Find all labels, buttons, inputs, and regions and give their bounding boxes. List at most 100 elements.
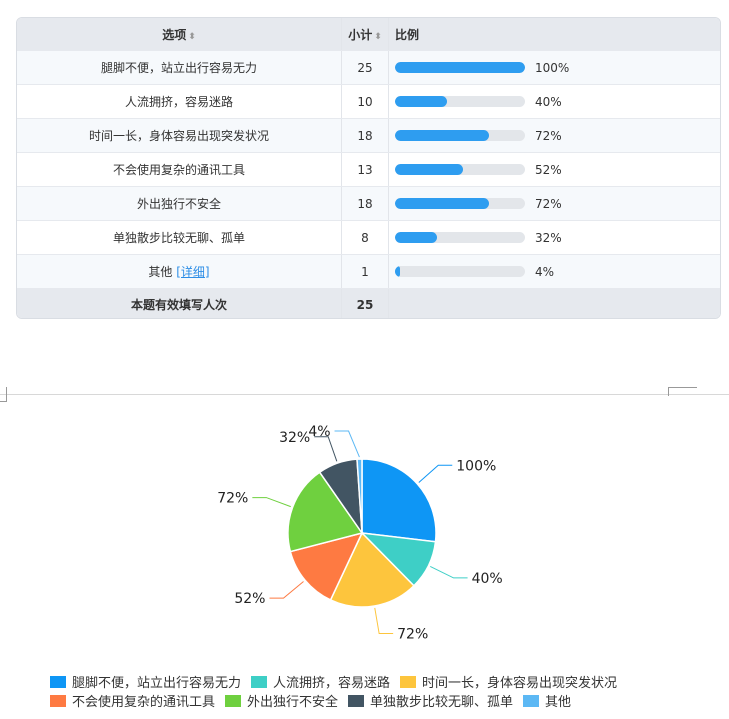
sort-arrows-icon[interactable]: ⬍ [374,31,382,42]
pie-slice[interactable] [361,458,437,543]
pie-slice[interactable] [329,531,415,608]
row-label: 单独散步比较无聊、孤单 [112,231,245,245]
pie-slice[interactable] [289,531,364,601]
legend-item[interactable]: 不会使用复杂的通讯工具 [50,691,215,710]
pie-label-line [314,436,338,462]
progress-bar [395,164,525,176]
legend-label: 不会使用复杂的通讯工具 [72,695,216,710]
legend-item[interactable]: 其他 [523,691,571,710]
pie-data-label: 72% [217,491,248,507]
row-label-cell: 外出独行不安全 [17,186,342,221]
row-percent: 32% [535,230,562,245]
row-ratio-cell: 72% [388,186,720,221]
page-divider [0,394,729,395]
progress-bar-fill [395,232,437,244]
progress-bar [395,96,525,108]
row-label: 人流拥挤，容易迷路 [124,95,233,109]
table-row: 外出独行不安全 18 72% [17,186,720,221]
table-row: 人流拥挤，容易迷路 10 40% [17,84,720,119]
row-ratio-cell: 32% [388,220,720,255]
row-ratio-cell: 40% [388,84,720,119]
pie-data-label: 32% [279,430,310,446]
row-count: 13 [341,152,389,187]
header-option[interactable]: 选项 ⬍ [17,18,342,51]
pie-data-label: 72% [397,627,428,643]
legend-item[interactable]: 时间一长，身体容易出现突发状况 [400,672,617,691]
pie-label-line [418,464,453,483]
pie-data-label: 4% [308,424,330,440]
row-label-cell: 其他 [详细] [17,254,342,289]
legend-item[interactable]: 单独散步比较无聊、孤单 [348,691,513,710]
legend-row: 不会使用复杂的通讯工具 外出独行不安全 单独散步比较无聊、孤单 其他 [50,691,700,710]
pie-slice[interactable] [287,471,364,553]
header-option-label: 选项 [162,27,187,42]
progress-bar-fill [395,164,463,176]
detail-link[interactable]: [详细] [176,265,210,279]
legend-label: 单独散步比较无聊、孤单 [370,695,514,710]
progress-bar [395,62,525,74]
legend-label: 其他 [545,695,572,710]
legend-item[interactable]: 外出独行不安全 [225,691,338,710]
progress-bar [395,198,525,210]
row-percent: 52% [535,162,562,177]
legend-swatch [50,676,66,688]
table-footer-row: 本题有效填写人次 25 [17,288,720,318]
progress-bar-fill [395,62,525,74]
progress-bar-fill [395,130,489,142]
progress-bar [395,130,525,142]
row-percent: 100% [535,60,570,75]
legend-row: 腿脚不便，站立出行容易无力 人流拥挤，容易迷路 时间一长，身体容易出现突发状况 [50,672,700,691]
row-label: 其他 [148,265,173,279]
legend-swatch [400,676,417,688]
row-percent: 4% [535,264,555,279]
progress-bar-fill [395,96,447,108]
pie-data-label: 100% [456,458,496,474]
progress-bar [395,266,525,278]
pie-chart: 100% 40% 72% 52% 72% 32%4% [217,424,503,643]
pie-label-line [269,581,304,599]
table-row: 腿脚不便，站立出行容易无力 25 100% [17,50,720,85]
stats-table: 选项 ⬍ 小计 ⬍ 比例 腿脚不便，站立出行容易无力 25 100% 人流拥挤，容易迷路 1… [17,18,720,318]
table-row: 不会使用复杂的通讯工具 13 52% [17,152,720,187]
legend-label: 腿脚不便，站立出行容易无力 [72,676,242,691]
header-count-label: 小计 [348,27,373,42]
header-count[interactable]: 小计 ⬍ [341,18,389,51]
row-count: 1 [341,254,389,289]
footer-count: 25 [341,288,389,318]
row-label: 外出独行不安全 [136,197,221,211]
page-corner-mark-left [0,387,7,402]
row-label-cell: 时间一长，身体容易出现突发状况 [17,118,342,153]
row-label: 不会使用复杂的通讯工具 [112,163,245,177]
progress-bar-fill [395,266,401,278]
footer-empty [388,288,720,318]
legend-swatch [348,695,365,707]
legend-swatch [523,695,540,707]
legend-item[interactable]: 腿脚不便，站立出行容易无力 [50,672,241,691]
pie-data-label: 40% [472,571,503,587]
pie-slice[interactable] [356,458,363,534]
legend-swatch [225,695,242,707]
pie-label-line [374,607,394,635]
row-percent: 72% [535,196,562,211]
footer-label: 本题有效填写人次 [17,288,342,318]
header-ratio: 比例 [388,18,720,51]
row-percent: 40% [535,94,562,109]
table-row: 其他 [详细] 1 4% [17,254,720,289]
row-ratio-cell: 72% [388,118,720,153]
row-count: 8 [341,220,389,255]
row-label-cell: 不会使用复杂的通讯工具 [17,152,342,187]
row-count: 18 [341,186,389,221]
pie-label-line [252,497,291,508]
header-ratio-label: 比例 [395,27,420,42]
row-label-cell: 人流拥挤，容易迷路 [17,84,342,119]
row-count: 10 [341,84,389,119]
legend-item[interactable]: 人流拥挤，容易迷路 [251,672,390,691]
pie-data-label: 52% [234,591,265,607]
sort-arrows-icon[interactable]: ⬍ [188,31,196,42]
row-count: 18 [341,118,389,153]
table-row: 单独散步比较无聊、孤单 8 32% [17,220,720,255]
progress-bar-fill [395,198,489,210]
pie-label-line [430,566,468,579]
table-header-row: 选项 ⬍ 小计 ⬍ 比例 [17,18,720,51]
pie-label-line [334,430,360,458]
